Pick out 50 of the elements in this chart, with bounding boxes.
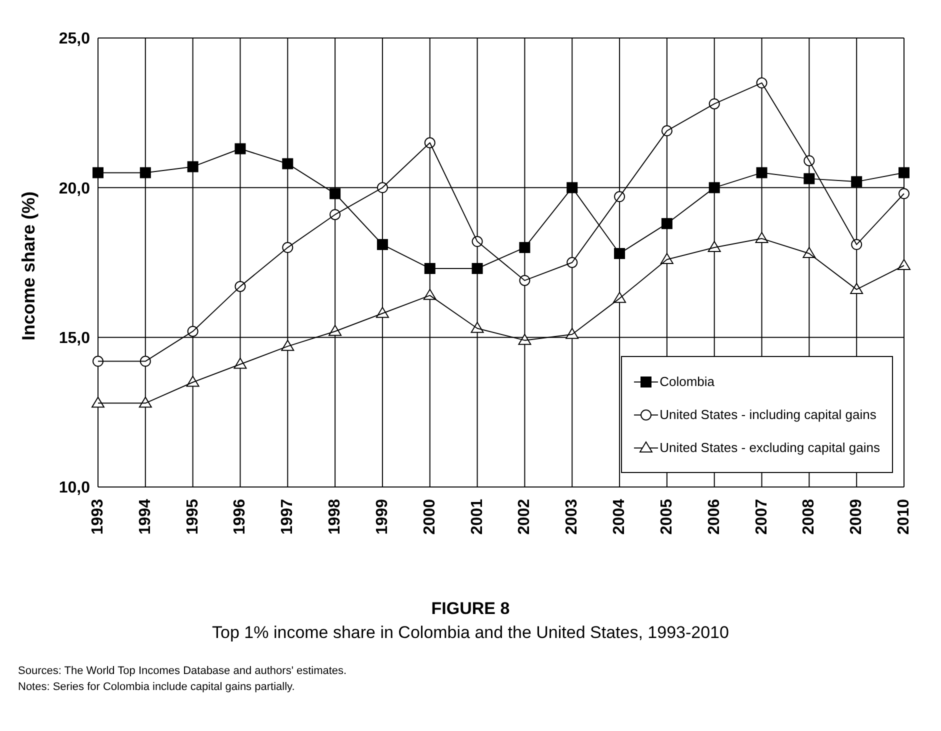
x-tick-label: 1999 bbox=[374, 498, 391, 535]
legend-label: Colombia bbox=[660, 374, 715, 389]
legend-label: United States - excluding capital gains bbox=[660, 440, 880, 455]
y-tick-label: 10,0 bbox=[58, 480, 90, 497]
x-tick-label: 2007 bbox=[753, 498, 770, 535]
point bbox=[804, 173, 815, 184]
x-tick-label: 2008 bbox=[800, 498, 818, 535]
x-tick-label: 1994 bbox=[136, 498, 154, 535]
source-note: Sources: The World Top Incomes Database and authors' estimates. bbox=[18, 664, 348, 679]
point bbox=[898, 188, 910, 200]
point bbox=[850, 282, 864, 294]
x-tick-label: 2006 bbox=[706, 498, 723, 535]
legend-label: United States - including capital gains bbox=[660, 407, 876, 422]
point bbox=[187, 161, 198, 172]
point bbox=[661, 218, 672, 230]
x-tick-label: 2009 bbox=[848, 498, 866, 535]
x-tick-label: 2002 bbox=[516, 498, 534, 535]
x-tick-label: 2005 bbox=[658, 498, 676, 535]
point bbox=[424, 262, 436, 274]
x-tick-label: 1993 bbox=[90, 498, 106, 535]
x-tick-label: 2010 bbox=[896, 498, 912, 535]
point bbox=[519, 242, 530, 254]
x-tick-label: 2001 bbox=[468, 498, 486, 535]
x-tick-label: 1998 bbox=[326, 498, 344, 535]
point bbox=[234, 143, 246, 154]
point bbox=[92, 356, 104, 367]
x-tick-label: 1996 bbox=[232, 498, 249, 535]
point bbox=[614, 248, 626, 260]
point bbox=[708, 182, 720, 194]
point bbox=[282, 158, 294, 170]
x-tick-label: 1997 bbox=[279, 498, 296, 535]
x-tick-label: 1995 bbox=[184, 498, 202, 535]
point bbox=[756, 167, 768, 178]
y-tick-label: 20,0 bbox=[58, 180, 90, 198]
point bbox=[898, 167, 910, 178]
point bbox=[140, 167, 151, 178]
y-tick-label: 15,0 bbox=[58, 330, 90, 348]
point bbox=[566, 182, 578, 194]
y-tick-label: 25,0 bbox=[58, 30, 90, 48]
point bbox=[472, 262, 483, 274]
x-tick-label: 2000 bbox=[421, 498, 438, 535]
point bbox=[898, 258, 910, 270]
y-axis-title: Income share (%) bbox=[18, 191, 40, 341]
text: FIGURE 8 bbox=[430, 599, 511, 619]
x-tick-label: 2003 bbox=[564, 498, 581, 535]
point bbox=[851, 176, 862, 188]
point bbox=[92, 167, 104, 178]
text: Top 1% income share in Colombia and the United States, 1993-2010 bbox=[211, 623, 730, 643]
text: Notes: Series for Colombia include capital gains partially. bbox=[18, 680, 296, 695]
x-tick-label: 2004 bbox=[611, 498, 628, 535]
